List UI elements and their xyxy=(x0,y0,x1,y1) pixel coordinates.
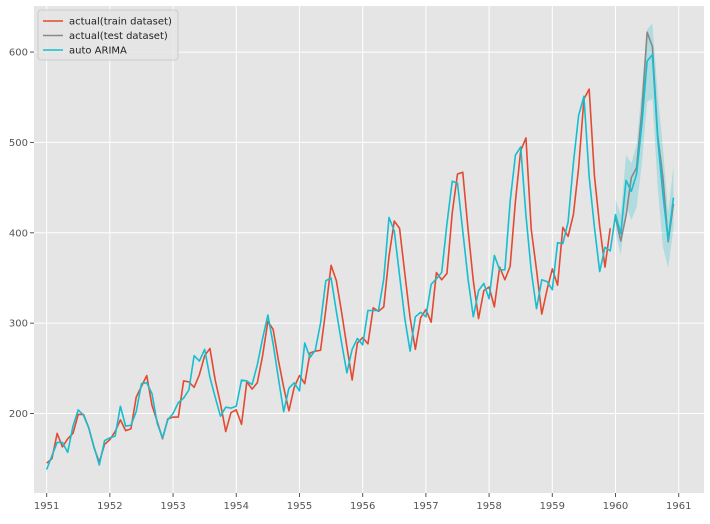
confidence-band xyxy=(615,23,674,269)
legend: actual(train dataset) actual(test dataset… xyxy=(37,9,179,61)
legend-label: actual(train dataset) xyxy=(69,17,172,28)
legend-label: actual(test dataset) xyxy=(69,31,168,42)
x-tick-label: 1952 xyxy=(97,501,122,512)
x-tick-label: 1959 xyxy=(540,501,565,512)
plot-background xyxy=(34,6,704,493)
x-tick-label: 1955 xyxy=(287,501,312,512)
series-line-actual-test-dataset xyxy=(614,31,675,243)
x-tick-label: 1957 xyxy=(413,501,438,512)
x-tick-label: 1951 xyxy=(34,501,59,512)
y-tick-label: 300 xyxy=(9,319,28,330)
y-axis-ticks: 200 300 400 500 600 xyxy=(9,48,34,420)
y-tick-label: 200 xyxy=(9,409,28,420)
x-tick-label: 1954 xyxy=(224,501,249,512)
x-tick-label: 1961 xyxy=(666,501,691,512)
legend-box xyxy=(37,9,179,61)
x-tick-label: 1958 xyxy=(476,501,501,512)
x-axis-ticks: 1951 1952 1953 1954 1955 1956 1957 1958 1959 1960… xyxy=(34,493,691,512)
series-line-auto-arima xyxy=(45,53,675,470)
confidence-band-layer xyxy=(615,23,674,269)
x-tick-label: 1953 xyxy=(160,501,185,512)
legend-label: auto ARIMA xyxy=(69,46,127,57)
y-tick-label: 500 xyxy=(9,138,28,149)
x-tick-label: 1956 xyxy=(350,501,375,512)
grid-lines xyxy=(34,6,704,493)
x-tick-label: 1960 xyxy=(603,501,628,512)
y-tick-label: 400 xyxy=(9,228,28,239)
y-tick-label: 600 xyxy=(9,48,28,59)
series-layer xyxy=(45,31,675,470)
